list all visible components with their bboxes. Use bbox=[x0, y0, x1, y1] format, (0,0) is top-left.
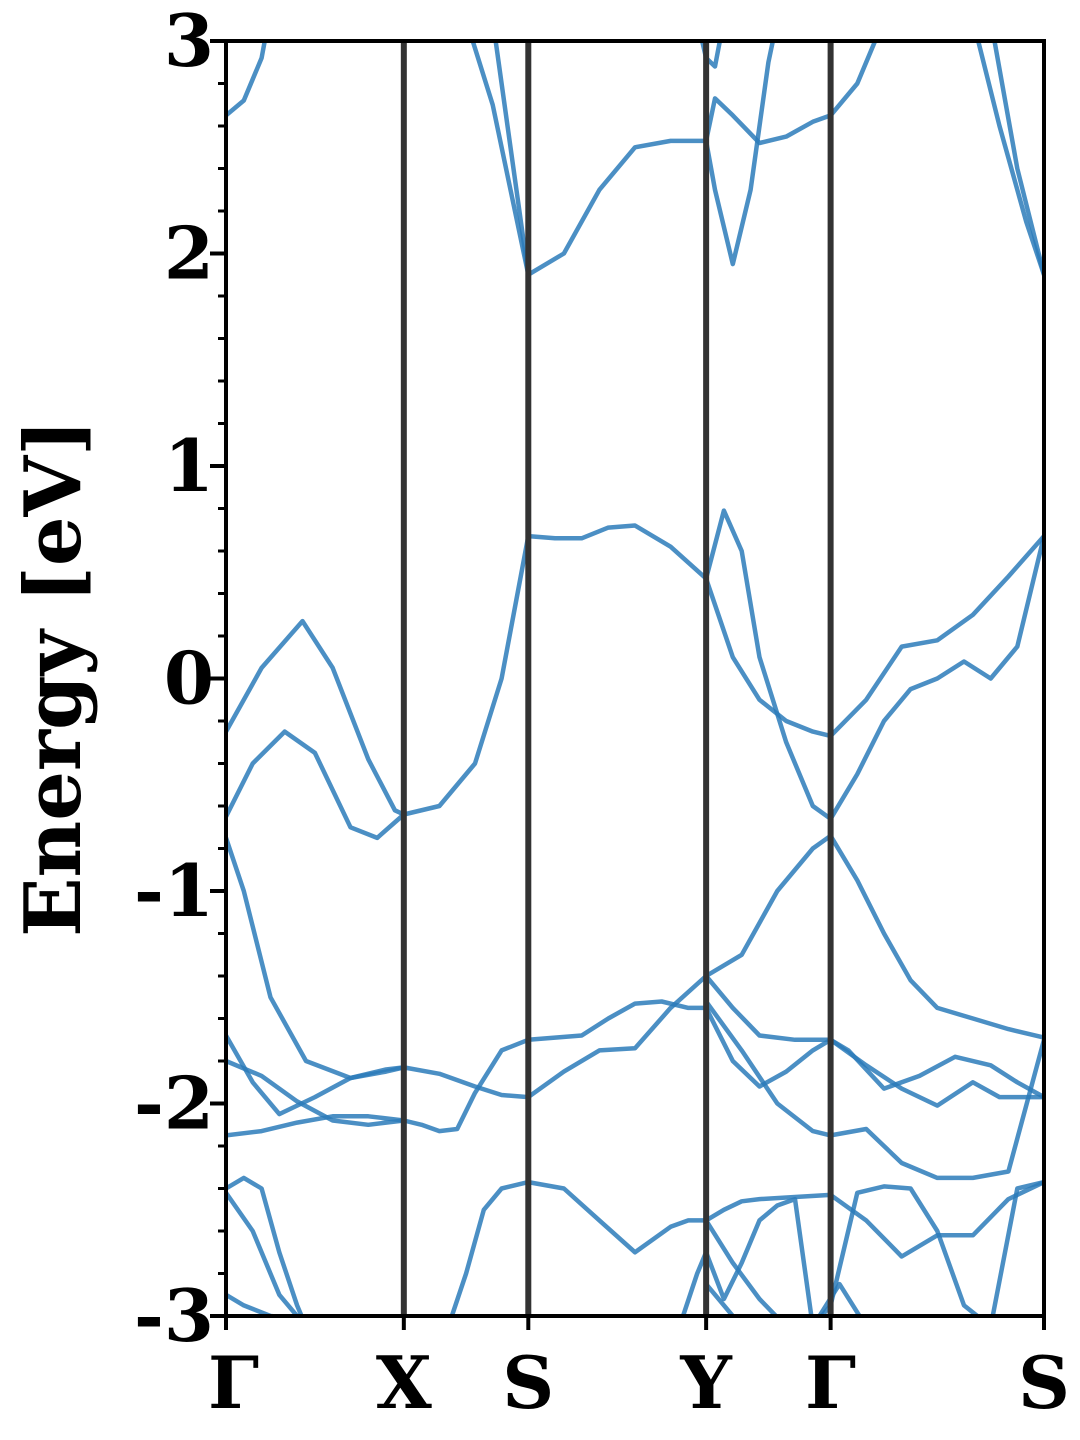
kpath-lines bbox=[224, 41, 1046, 1330]
band-line bbox=[703, 508, 1044, 822]
x-tick-label: S bbox=[1018, 1340, 1070, 1425]
band-line bbox=[703, 41, 776, 267]
y-tick-label: 1 bbox=[164, 423, 214, 508]
band-line bbox=[699, 41, 723, 69]
band-line bbox=[226, 1033, 407, 1117]
band-line bbox=[703, 973, 1044, 1108]
y-tick-label: 3 bbox=[164, 0, 214, 83]
band-line bbox=[703, 999, 1044, 1181]
band-line bbox=[816, 1281, 863, 1316]
band-line bbox=[526, 999, 1044, 1100]
band-line bbox=[226, 729, 407, 841]
band-line bbox=[703, 1281, 739, 1316]
band-line bbox=[526, 1179, 1044, 1259]
band-line bbox=[226, 1190, 301, 1316]
y-tick-label: -1 bbox=[134, 848, 214, 933]
band-line bbox=[470, 41, 709, 277]
band-line bbox=[703, 1179, 1044, 1316]
band-line bbox=[526, 833, 833, 1100]
y-tick-labels: -3 -2 -1 0 1 2 3 bbox=[134, 0, 214, 1358]
energy-bands bbox=[226, 41, 1044, 1316]
band-line bbox=[226, 1175, 304, 1316]
band-line bbox=[992, 41, 1044, 277]
y-tick-label: -2 bbox=[134, 1061, 214, 1146]
y-tick-label: 2 bbox=[164, 211, 214, 296]
band-line bbox=[226, 1058, 407, 1128]
band-line bbox=[680, 1196, 814, 1316]
x-tick-label: S bbox=[502, 1340, 554, 1425]
x-tick-label: Γ bbox=[208, 1340, 259, 1425]
x-tick-label: X bbox=[376, 1340, 432, 1425]
plot-frame bbox=[224, 39, 1046, 1318]
x-tick-label: Y bbox=[679, 1340, 733, 1425]
y-axis-label: Energy [eV] bbox=[8, 419, 99, 937]
band-line bbox=[226, 835, 531, 1100]
band-line bbox=[449, 1179, 531, 1316]
band-line bbox=[828, 833, 1044, 1040]
band-line bbox=[493, 41, 531, 277]
band-line bbox=[226, 41, 268, 118]
x-tick-label: Γ bbox=[805, 1340, 856, 1425]
band-line bbox=[226, 1037, 531, 1138]
y-tick-label: 0 bbox=[164, 636, 214, 721]
band-line bbox=[226, 1292, 294, 1316]
band-line bbox=[226, 523, 1044, 817]
band-line bbox=[703, 41, 878, 146]
y-tick-label: -3 bbox=[134, 1273, 214, 1358]
y-major-ticks bbox=[210, 39, 226, 1318]
